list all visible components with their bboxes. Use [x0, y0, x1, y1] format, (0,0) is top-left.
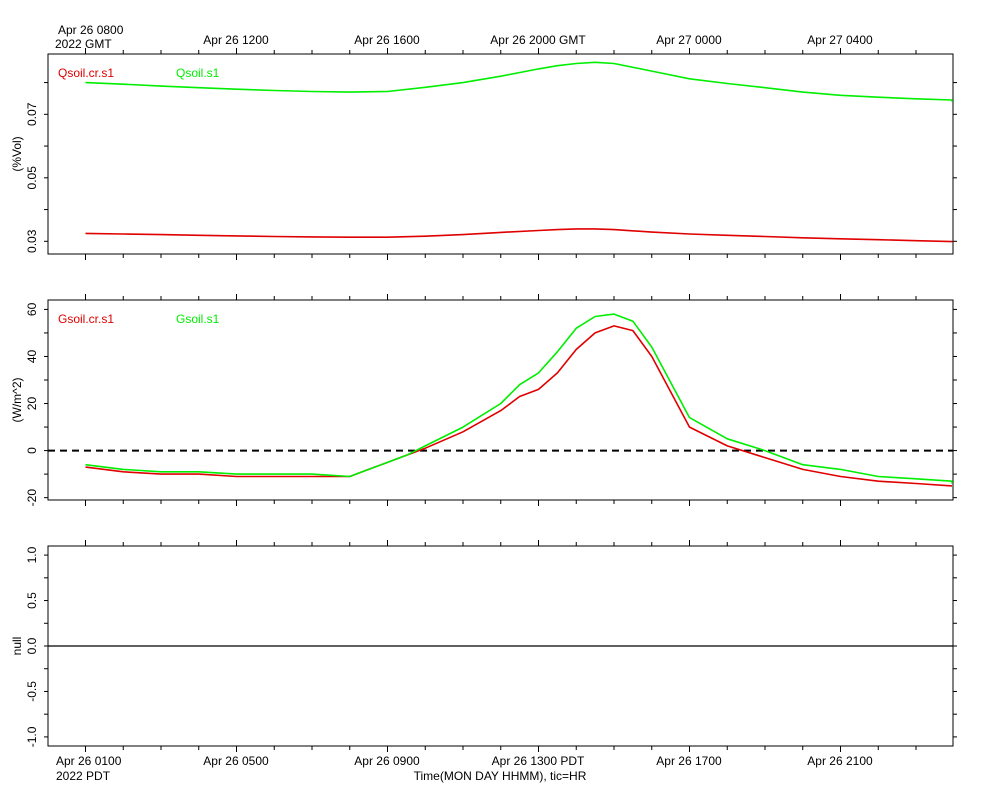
- bottom-axis-label: Apr 26 0500: [203, 754, 269, 768]
- panel-frame: [47, 299, 954, 501]
- bottom-axis-label: Apr 26 2100: [807, 754, 873, 768]
- series-line-Gsoil-s1: [85, 313, 953, 484]
- bottom-axis-label: Apr 26 1700: [656, 754, 722, 768]
- panel-null: -1.0 -0.5 0.0 0.5 1.0: [25, 540, 957, 752]
- legend-gsoil: Gsoil.s1: [176, 312, 220, 326]
- legend-gsoil-cr: Gsoil.cr.s1: [58, 312, 114, 326]
- bottom-axis-first-label-line2: 2022 PDT: [56, 769, 111, 783]
- y-tick-label: 0.07: [25, 102, 39, 126]
- panel-soil-moisture: 0.03 0.05 0.07: [25, 48, 957, 260]
- top-axis-label: Apr 26 1200: [203, 33, 269, 47]
- top-axis-first-label-line2: 2022 GMT: [55, 37, 112, 51]
- top-axis-first-label-line1: Apr 26 0800: [58, 23, 124, 37]
- y-tick-label: 60: [25, 302, 39, 316]
- top-axis-label: Apr 26 1600: [354, 33, 420, 47]
- y-tick-label: 0.0: [25, 637, 39, 654]
- top-time-axis: Apr 26 0800 2022 GMT Apr 26 1200 Apr 26 …: [55, 23, 873, 51]
- panel-soil-heat-flux: -20 0 20 40 60: [25, 294, 957, 506]
- y-axis-title-moisture: (%Vol): [10, 136, 24, 171]
- y-tick-label: 0: [25, 447, 39, 454]
- y-axis-title-null: null: [10, 637, 24, 656]
- legend-qsoil: Qsoil.s1: [176, 66, 220, 80]
- y-tick-label: -0.5: [25, 681, 39, 702]
- y-tick-label: 20: [25, 397, 39, 411]
- y-tick-label: 0.03: [25, 229, 39, 253]
- y-tick-label: 0.5: [25, 592, 39, 609]
- series-line-Qsoil-s1: [85, 61, 953, 102]
- y-tick-label: -1.0: [25, 726, 39, 747]
- panel-frame: [47, 53, 954, 255]
- y-tick-label: -20: [25, 489, 39, 507]
- bottom-axis-label: Apr 26 1300 PDT: [492, 754, 585, 768]
- bottom-axis-first-label-line1: Apr 26 0100: [56, 754, 122, 768]
- legend-qsoil-cr: Qsoil.cr.s1: [58, 66, 114, 80]
- x-axis-title: Time(MON DAY HHMM), tic=HR: [414, 769, 587, 783]
- y-tick-label: 1.0: [25, 546, 39, 563]
- top-axis-label: Apr 27 0000: [656, 33, 722, 47]
- y-axis-title-heat-flux: (W/m^2): [10, 378, 24, 423]
- bottom-time-axis: Apr 26 0100 2022 PDT Apr 26 0500 Apr 26 …: [56, 754, 873, 783]
- series-line-Gsoil-cr-s1: [85, 325, 953, 487]
- series-line-Qsoil-cr-s1: [85, 228, 953, 243]
- y-tick-label: 0.05: [25, 166, 39, 190]
- top-axis-label: Apr 27 0400: [807, 33, 873, 47]
- top-axis-label: Apr 26 2000 GMT: [490, 33, 586, 47]
- bottom-axis-label: Apr 26 0900: [354, 754, 420, 768]
- y-tick-label: 40: [25, 349, 39, 363]
